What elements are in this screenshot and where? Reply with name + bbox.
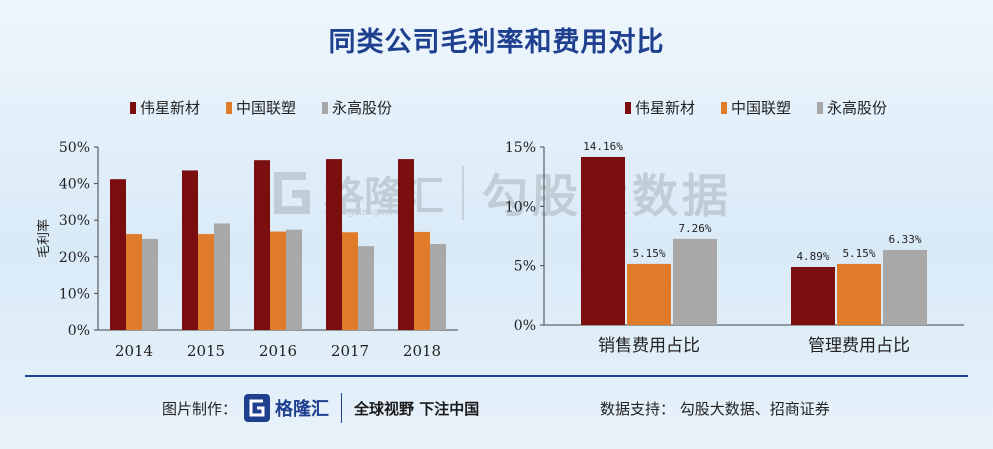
data-label: 4.89%: [796, 250, 829, 263]
page-title: 同类公司毛利率和费用对比: [328, 27, 665, 58]
gross-margin-chart: 伟星新材 中国联塑 永高股份 0% 10% 20% 30% 40% 50% 毛利率 2014 2015…: [36, 99, 458, 360]
x-tick-label: 2018: [403, 342, 441, 360]
legend-label: 永高股份: [332, 99, 392, 117]
legend-label: 永高股份: [827, 99, 887, 117]
x-tick-label: 管理费用占比: [808, 336, 910, 356]
y-tick-label: 5%: [514, 259, 536, 275]
y-tick-label: 30%: [59, 213, 90, 229]
footer-data-support: 数据支持： 勾股大数据、招商证券: [600, 384, 830, 432]
bar: [270, 231, 286, 330]
footer-logo-text: 格隆汇: [275, 399, 330, 420]
data-label: 14.16%: [583, 140, 623, 153]
footer-slogan: 全球视野 下注中国: [354, 399, 480, 418]
data-label: 7.26%: [678, 222, 711, 235]
legend-swatch: [817, 102, 823, 114]
legend-swatch: [226, 102, 232, 114]
legend-swatch: [130, 102, 136, 114]
gelonghui-logo-icon: [244, 394, 271, 422]
bar: [791, 266, 835, 325]
bar: [126, 234, 142, 330]
watermark-url: www.gelonghui.com: [324, 208, 415, 218]
bar: [627, 263, 671, 325]
legend-label: 伟星新材: [635, 99, 695, 117]
y-tick-label: 40%: [59, 177, 90, 193]
legend-swatch: [322, 102, 328, 114]
y-tick-label: 20%: [59, 250, 90, 266]
legend-label: 中国联塑: [731, 99, 791, 117]
made-by-label: 图片制作：: [162, 399, 238, 418]
y-tick-label: 10%: [59, 286, 90, 302]
watermark-logo-icon: [274, 172, 310, 214]
bar: [837, 263, 881, 325]
y-tick-label: 0%: [68, 323, 90, 339]
bar: [883, 249, 927, 325]
data-label: 5.15%: [842, 247, 875, 260]
expense-ratio-chart: 伟星新材 中国联塑 永高股份 0% 5% 10% 15% 14.16% 5.15% 7.26% 销售…: [505, 99, 964, 356]
bar: [198, 234, 214, 330]
footer-separator: [341, 393, 343, 423]
y-axis-label: 毛利率: [36, 219, 52, 258]
bar: [286, 229, 302, 330]
data-label: 5.15%: [632, 247, 665, 260]
bar: [182, 170, 198, 330]
y-tick-label: 0%: [514, 318, 536, 334]
y-tick-label: 10%: [505, 199, 536, 215]
x-tick-label: 销售费用占比: [598, 336, 700, 356]
bar: [254, 160, 270, 330]
x-tick-label: 2015: [187, 342, 225, 360]
bar: [430, 243, 446, 330]
data-support-text: 数据支持： 勾股大数据、招商证券: [600, 399, 830, 418]
legend-label: 中国联塑: [236, 99, 296, 117]
legend-label: 伟星新材: [140, 99, 200, 117]
bar: [110, 179, 126, 330]
y-tick-label: 15%: [505, 140, 536, 156]
watermark-logo-text: 格隆汇: [324, 174, 444, 220]
y-tick-label: 50%: [59, 140, 90, 156]
legend-swatch: [625, 102, 631, 114]
bar: [214, 223, 230, 330]
bar: [398, 159, 414, 330]
bar: [414, 231, 430, 330]
bar: [142, 238, 158, 330]
footer-made-by: 图片制作： 格隆汇 全球视野 下注中国: [162, 384, 479, 432]
legend-swatch: [721, 102, 727, 114]
watermark-separator: [462, 166, 464, 220]
bar: [673, 238, 717, 325]
data-label: 6.33%: [888, 233, 921, 246]
bar: [326, 159, 342, 330]
x-tick-label: 2017: [331, 342, 369, 360]
bar: [581, 156, 625, 325]
footer-divider: [25, 375, 968, 377]
x-tick-label: 2014: [115, 342, 153, 360]
bar: [342, 232, 358, 330]
x-tick-label: 2016: [259, 342, 297, 360]
bar: [358, 246, 374, 330]
